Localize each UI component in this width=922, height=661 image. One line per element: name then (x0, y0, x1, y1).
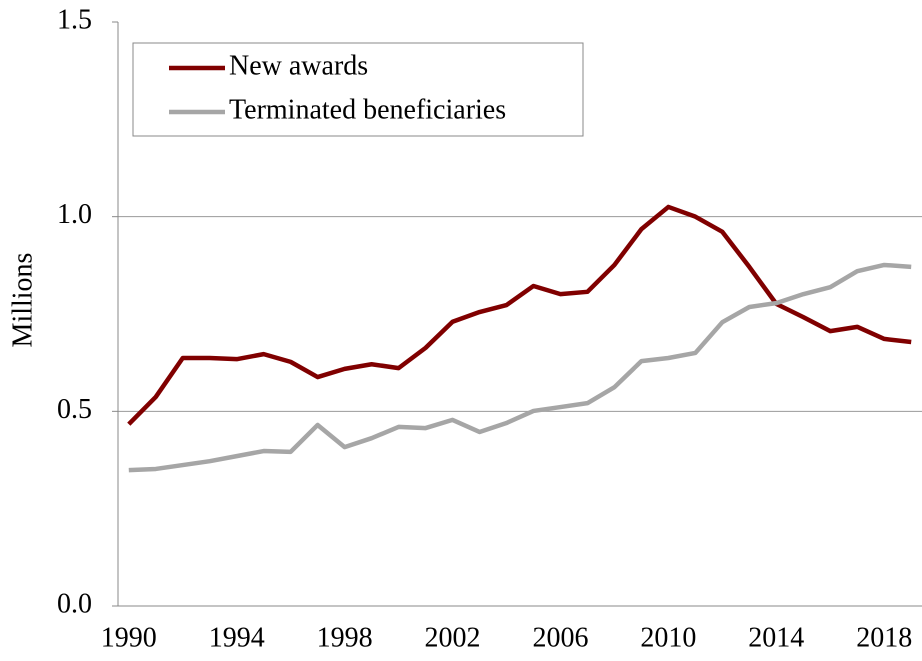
legend-label: Terminated beneficiaries (229, 94, 506, 125)
series-line (128, 262, 912, 473)
legend-label: New awards (229, 50, 368, 81)
y-axis-label: Millions (7, 253, 38, 348)
legend-box (132, 42, 584, 137)
series-line (127, 204, 912, 426)
x-tick-label: 2010 (640, 622, 696, 653)
x-tick-label: 2018 (856, 622, 912, 653)
y-tick-label: 0.0 (57, 588, 92, 619)
y-tick-label: 0.5 (57, 394, 92, 425)
x-tick-label: 1994 (209, 622, 265, 653)
x-tick-label: 2014 (748, 622, 804, 653)
y-tick-label: 1.5 (57, 4, 92, 35)
x-tick-label: 2006 (532, 622, 588, 653)
y-tick-label: 1.0 (57, 199, 92, 230)
x-tick-label: 1990 (101, 622, 157, 653)
x-tick-label: 2002 (425, 622, 481, 653)
x-tick-label: 1998 (317, 622, 373, 653)
